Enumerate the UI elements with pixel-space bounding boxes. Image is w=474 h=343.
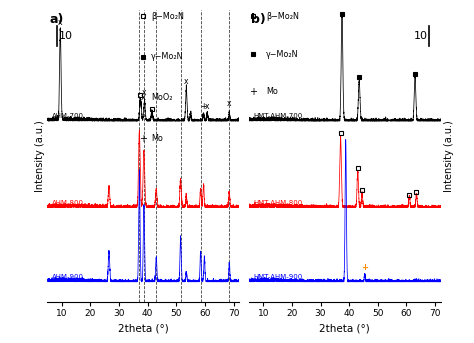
Text: HMT-AHM-800: HMT-AHM-800 [253,200,302,206]
Text: HMT-AHM-700: HMT-AHM-700 [253,113,302,119]
Text: γ−Mo₂N: γ−Mo₂N [266,49,299,59]
Text: +: + [249,87,257,97]
Text: x: x [141,93,146,102]
X-axis label: 2theta (°): 2theta (°) [319,323,370,333]
Text: +: + [139,133,147,144]
Text: AHM-900: AHM-900 [52,274,84,280]
Text: AHM-700: AHM-700 [52,113,84,119]
Text: x: x [205,102,210,111]
Text: x: x [227,99,231,108]
Text: x: x [142,88,147,97]
Text: γ−Mo₂N: γ−Mo₂N [151,52,183,61]
Text: 10: 10 [414,32,428,42]
Text: β−Mo₂N: β−Mo₂N [266,12,299,21]
X-axis label: 2theta (°): 2theta (°) [118,323,169,333]
Text: Mo: Mo [151,134,163,143]
Text: a): a) [49,13,64,26]
Text: +: + [361,263,368,272]
Text: x: x [184,77,189,86]
Y-axis label: Intensity (a.u.): Intensity (a.u.) [444,120,454,192]
Text: Mo: Mo [266,87,278,96]
Text: +: + [201,102,207,111]
Y-axis label: Intensity (a.u.): Intensity (a.u.) [35,120,45,192]
Text: HMT-AHM-900: HMT-AHM-900 [253,274,302,280]
Text: b): b) [251,13,265,26]
Text: MoO₂: MoO₂ [151,93,173,102]
Text: AHM-800: AHM-800 [52,200,84,206]
Text: β−Mo₂N: β−Mo₂N [151,12,184,21]
Text: 10: 10 [59,32,73,42]
Text: x: x [58,18,63,27]
